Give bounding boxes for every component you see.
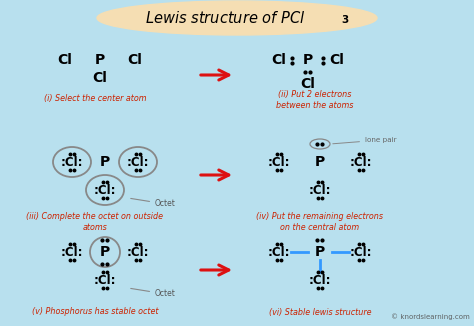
FancyArrowPatch shape bbox=[201, 170, 229, 180]
Text: Octet: Octet bbox=[131, 199, 176, 209]
Text: (vi) Stable lewis structure: (vi) Stable lewis structure bbox=[269, 307, 371, 317]
Text: :Cl:: :Cl: bbox=[268, 245, 290, 259]
Text: $\mathbf{3}$: $\mathbf{3}$ bbox=[341, 13, 349, 25]
Text: (i) Select the center atom: (i) Select the center atom bbox=[44, 94, 146, 102]
Text: :Cl:: :Cl: bbox=[94, 274, 116, 287]
Text: $\mathbf{\mathit{Lewis\ structure\ of\ PCl}}$: $\mathbf{\mathit{Lewis\ structure\ of\ P… bbox=[145, 10, 305, 26]
Text: :Cl:: :Cl: bbox=[61, 156, 83, 169]
Text: :Cl:: :Cl: bbox=[61, 245, 83, 259]
Text: Octet: Octet bbox=[131, 289, 176, 299]
Text: © knordslearning.com: © knordslearning.com bbox=[391, 313, 470, 320]
Text: :Cl:: :Cl: bbox=[127, 245, 149, 259]
Text: P: P bbox=[100, 155, 110, 169]
Text: :Cl:: :Cl: bbox=[94, 184, 116, 197]
Text: lone pair: lone pair bbox=[333, 137, 397, 144]
Text: Cl: Cl bbox=[329, 53, 345, 67]
Text: (ii) Put 2 electrons
between the atoms: (ii) Put 2 electrons between the atoms bbox=[276, 90, 354, 110]
Text: :Cl:: :Cl: bbox=[309, 184, 331, 197]
FancyArrowPatch shape bbox=[201, 265, 229, 275]
Text: Cl: Cl bbox=[92, 71, 108, 85]
Text: :Cl:: :Cl: bbox=[309, 274, 331, 287]
Text: P: P bbox=[100, 245, 110, 259]
Text: P: P bbox=[95, 53, 105, 67]
Text: (iii) Complete the octet on outside
atoms: (iii) Complete the octet on outside atom… bbox=[27, 212, 164, 232]
Text: :Cl:: :Cl: bbox=[350, 156, 372, 169]
Text: :Cl:: :Cl: bbox=[127, 156, 149, 169]
Text: :Cl:: :Cl: bbox=[350, 245, 372, 259]
Ellipse shape bbox=[97, 1, 377, 35]
FancyArrowPatch shape bbox=[201, 70, 229, 80]
Text: (iv) Put the remaining electrons
on the central atom: (iv) Put the remaining electrons on the … bbox=[256, 212, 383, 232]
Text: Cl: Cl bbox=[128, 53, 143, 67]
Text: P: P bbox=[315, 155, 325, 169]
Text: Cl: Cl bbox=[57, 53, 73, 67]
Text: :Cl:: :Cl: bbox=[268, 156, 290, 169]
Text: Cl: Cl bbox=[272, 53, 286, 67]
Text: P: P bbox=[315, 245, 325, 259]
Text: Cl: Cl bbox=[301, 77, 315, 91]
Text: (v) Phosphorus has stable octet: (v) Phosphorus has stable octet bbox=[32, 307, 158, 317]
Text: P: P bbox=[303, 53, 313, 67]
